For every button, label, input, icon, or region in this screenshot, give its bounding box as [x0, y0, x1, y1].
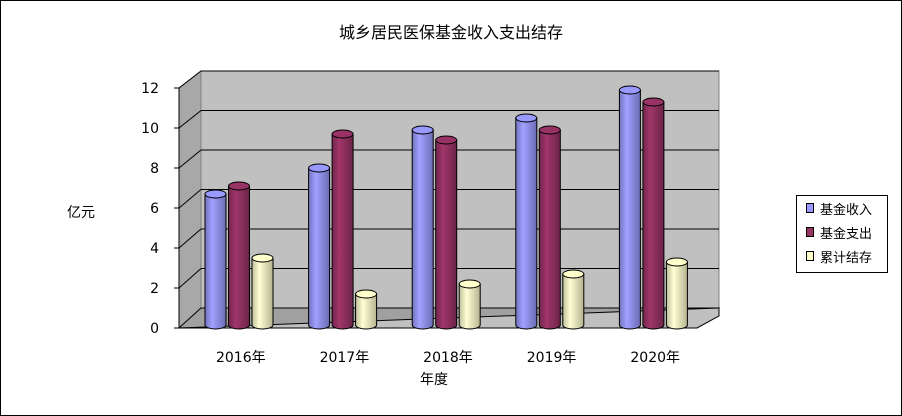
bar-top	[515, 113, 538, 123]
legend-label-expense: 基金支出	[820, 226, 873, 242]
legend-swatch-expense	[806, 227, 814, 237]
bar-balance	[251, 257, 274, 330]
bar-income	[204, 193, 227, 330]
gridline-side	[178, 268, 202, 289]
bar-income	[515, 117, 538, 330]
bar-top	[331, 129, 354, 139]
y-tick-label: 2	[150, 281, 159, 297]
bar-top	[538, 125, 561, 135]
plot-side-wall	[178, 69, 202, 330]
y-tick-label: 0	[150, 321, 159, 337]
legend-swatch-balance	[806, 251, 814, 261]
bar-expense	[435, 139, 458, 330]
y-tick-label: 4	[150, 241, 159, 257]
legend-label-income: 基金收入	[820, 202, 873, 218]
x-tick-label: 2020年	[630, 350, 680, 366]
bar-balance	[355, 293, 378, 330]
bar-top	[665, 257, 688, 267]
bar-expense	[642, 101, 665, 330]
gridline-side	[178, 110, 202, 129]
bar-balance	[562, 273, 585, 330]
bar-top	[618, 85, 641, 95]
bar-expense	[331, 133, 354, 330]
bar-balance	[458, 283, 481, 330]
chart-title: 城乡居民医保基金收入支出结存	[338, 23, 563, 42]
bar-expense	[228, 185, 250, 330]
bar-income	[618, 89, 641, 330]
bar-top	[411, 125, 434, 135]
bar-top	[642, 97, 665, 107]
gridline-side	[178, 228, 202, 249]
gridline-side	[178, 189, 202, 209]
legend: 基金收入 基金支出 累计结存	[796, 195, 888, 273]
y-tick-label: 8	[150, 161, 159, 177]
bar-top	[435, 135, 458, 145]
bar-income	[411, 129, 434, 330]
x-axis-label: 年度	[420, 372, 448, 388]
bar-top	[355, 289, 378, 299]
bar-balance	[665, 261, 688, 330]
bar-top	[204, 189, 227, 199]
x-tick-label: 2018年	[423, 350, 473, 366]
y-tick-label: 10	[141, 121, 159, 137]
y-tick-label: 12	[141, 81, 159, 97]
legend-item: 基金收入	[797, 196, 887, 220]
gridline-side	[178, 70, 202, 89]
legend-label-balance: 累计结存	[820, 250, 873, 266]
bar-top	[251, 253, 274, 263]
bar-top	[458, 279, 481, 289]
x-tick-label: 2016年	[216, 350, 266, 366]
bar-top	[562, 269, 585, 279]
legend-item: 基金支出	[797, 220, 887, 244]
bar-expense	[538, 129, 561, 330]
x-tick-label: 2017年	[320, 350, 370, 366]
y-tick-label: 6	[150, 201, 159, 217]
bar-income	[308, 167, 331, 330]
legend-swatch-income	[806, 203, 814, 213]
gridline-side	[178, 149, 202, 169]
bar-top	[308, 163, 331, 173]
bar-top	[228, 181, 250, 191]
y-axis-label: 亿元	[67, 205, 95, 221]
legend-item: 累计结存	[797, 244, 887, 268]
x-tick-label: 2019年	[527, 350, 577, 366]
